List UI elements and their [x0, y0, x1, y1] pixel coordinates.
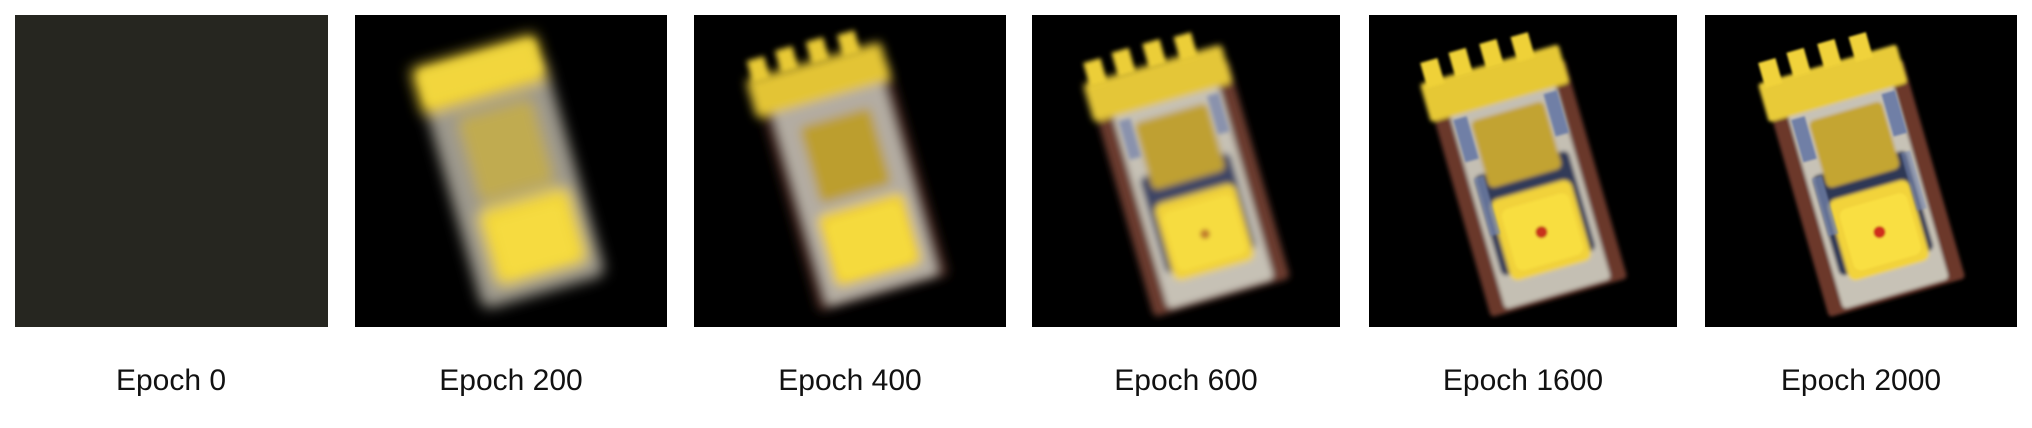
caption-epoch-2000: Epoch 2000: [1780, 364, 1942, 397]
caption-epoch-0: Epoch 0: [115, 364, 227, 397]
caption-epoch-400: Epoch 400: [778, 364, 922, 397]
render-epoch-400: [694, 15, 1006, 327]
bulldozer-render-epoch-400: [694, 15, 1006, 327]
caption-epoch-600: Epoch 600: [1114, 364, 1258, 397]
bulldozer-render-blurry: [355, 15, 667, 327]
render-epoch-0: [15, 15, 328, 327]
render-epoch-200: [355, 15, 667, 327]
render-epoch-1600: [1369, 15, 1677, 327]
caption-epoch-200: Epoch 200: [439, 364, 583, 397]
bulldozer-render-epoch-600: [1032, 15, 1340, 327]
caption-epoch-1600: Epoch 1600: [1442, 364, 1604, 397]
bulldozer-render-epoch-2000: [1705, 15, 2017, 327]
empty-render-image: [15, 15, 328, 327]
bulldozer-render-epoch-1600: [1369, 15, 1677, 327]
render-epoch-2000: [1705, 15, 2017, 327]
render-epoch-600: [1032, 15, 1340, 327]
